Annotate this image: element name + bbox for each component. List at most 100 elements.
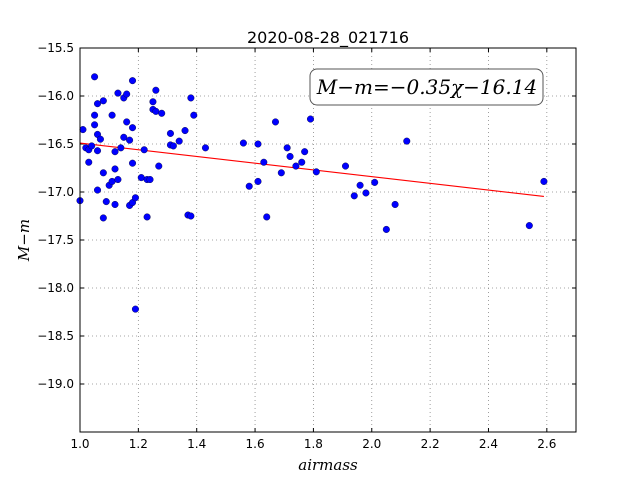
data-point [96, 135, 104, 143]
data-point [254, 140, 262, 148]
data-point [126, 136, 134, 144]
data-point [111, 148, 119, 156]
y-tick-label: −17.5 [37, 233, 74, 247]
data-point [108, 111, 116, 119]
data-point [540, 177, 548, 185]
data-point [166, 129, 174, 137]
data-point [108, 177, 116, 185]
data-point [286, 152, 294, 160]
data-point [283, 144, 291, 152]
y-tick-label: −18.5 [37, 329, 74, 343]
data-point [99, 97, 107, 105]
data-point [152, 107, 160, 115]
data-point [123, 118, 131, 126]
x-tick-label: 1.8 [304, 437, 323, 451]
data-point [271, 118, 279, 126]
grid-lines [79, 47, 576, 432]
annotation-text: M−m=−0.35χ−16.14 [316, 75, 537, 99]
data-point [102, 198, 110, 206]
y-tick-label: −16.0 [37, 89, 74, 103]
data-point [277, 169, 285, 177]
data-point [342, 162, 350, 170]
data-point [79, 126, 87, 134]
data-point [181, 127, 189, 135]
data-point [129, 159, 137, 167]
data-point [382, 225, 390, 233]
data-point [140, 146, 148, 154]
data-point [254, 177, 262, 185]
data-point [91, 121, 99, 129]
x-tick-label: 1.0 [70, 437, 89, 451]
data-point [306, 115, 314, 123]
data-point [312, 168, 320, 176]
data-point [403, 137, 411, 145]
data-point [117, 144, 125, 152]
x-axis-label: airmass [298, 456, 358, 474]
plot-frame [79, 47, 577, 433]
data-point [350, 192, 358, 200]
y-tick-label: −18.0 [37, 281, 74, 295]
data-point [371, 178, 379, 186]
data-point [187, 94, 195, 102]
data-point [129, 77, 137, 85]
data-points [76, 73, 548, 313]
data-point [94, 147, 102, 155]
data-point [146, 176, 154, 184]
data-point [292, 162, 300, 170]
data-point [123, 90, 131, 98]
x-tick-label: 1.2 [129, 437, 148, 451]
data-point [187, 212, 195, 220]
annotation-box [309, 68, 544, 106]
x-tick-label: 1.4 [187, 437, 206, 451]
data-point [94, 100, 102, 108]
data-point [99, 169, 107, 177]
x-tick-label: 2.4 [479, 437, 498, 451]
data-point [239, 139, 247, 147]
data-point [143, 213, 151, 221]
data-point [91, 73, 99, 81]
y-tick-label: −17.0 [37, 185, 74, 199]
data-point [129, 124, 137, 132]
data-point [91, 111, 99, 119]
data-point [362, 189, 370, 197]
data-point [131, 305, 139, 313]
data-point [111, 200, 119, 208]
chart-title: 2020-08-28_021716 [247, 28, 409, 48]
data-point [263, 213, 271, 221]
data-point [169, 142, 177, 150]
data-point [131, 194, 139, 202]
data-point [114, 89, 122, 97]
y-axis-label: M−m [15, 219, 33, 262]
data-point [111, 165, 119, 173]
data-point [94, 186, 102, 194]
data-point [99, 214, 107, 222]
y-axis-ticks: −15.5 −16.0 −16.5 −17.0 −17.5 −18.0 −18.5 −19.0 [37, 41, 576, 391]
x-tick-label: 2.6 [537, 437, 556, 451]
data-point [245, 182, 253, 190]
data-point [356, 181, 364, 189]
data-point [114, 176, 122, 184]
data-point [152, 86, 160, 94]
data-point [120, 133, 128, 141]
data-point [260, 158, 268, 166]
x-tick-label: 2.0 [362, 437, 381, 451]
data-point [190, 111, 198, 119]
y-tick-label: −19.0 [37, 377, 74, 391]
data-point [155, 162, 163, 170]
y-tick-label: −15.5 [37, 41, 74, 55]
data-point [137, 174, 145, 182]
data-point [391, 200, 399, 208]
x-tick-label: 1.6 [246, 437, 265, 451]
data-point [301, 148, 309, 156]
fit-line [79, 142, 544, 198]
data-point [525, 222, 533, 230]
data-point [201, 144, 209, 152]
data-point [88, 142, 96, 150]
fit-annotation: M−m=−0.35χ−16.14 [309, 68, 544, 106]
data-point [149, 98, 157, 106]
x-axis-ticks: 1.0 1.2 1.4 1.6 1.8 2.0 2.2 2.4 2.6 [70, 48, 556, 451]
y-tick-label: −16.5 [37, 137, 74, 151]
data-point [298, 158, 306, 166]
data-point [175, 137, 183, 145]
